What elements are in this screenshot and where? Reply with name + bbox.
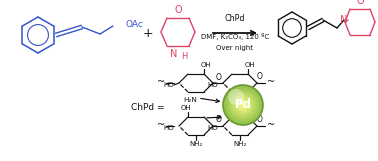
Text: ChPd =: ChPd = — [131, 103, 165, 112]
Text: O: O — [257, 71, 263, 80]
Circle shape — [231, 93, 255, 117]
Circle shape — [228, 90, 258, 120]
Text: N: N — [340, 15, 348, 25]
Text: ~: ~ — [267, 120, 275, 130]
Text: ChPd: ChPd — [225, 14, 245, 23]
Text: HO: HO — [208, 82, 218, 88]
Text: OH: OH — [201, 62, 211, 68]
Text: ~: ~ — [157, 77, 165, 87]
Text: +: + — [143, 27, 153, 39]
Text: N: N — [170, 49, 178, 59]
Circle shape — [234, 96, 252, 114]
Text: Over night: Over night — [217, 45, 254, 51]
Circle shape — [223, 85, 263, 125]
Text: NH₂: NH₂ — [245, 97, 259, 103]
Circle shape — [236, 98, 250, 112]
Text: Pd: Pd — [234, 99, 251, 112]
Circle shape — [235, 97, 251, 113]
Text: OH: OH — [181, 105, 191, 111]
Circle shape — [225, 87, 261, 123]
Text: DMF, K₂CO₃, 120 ºC: DMF, K₂CO₃, 120 ºC — [201, 33, 269, 39]
Circle shape — [232, 94, 254, 116]
Circle shape — [241, 103, 245, 107]
Circle shape — [239, 101, 247, 109]
Text: OAc: OAc — [126, 19, 144, 28]
Text: O: O — [216, 115, 222, 124]
Circle shape — [229, 91, 257, 119]
Circle shape — [224, 86, 262, 124]
Text: ~: ~ — [157, 120, 165, 130]
Text: HO: HO — [164, 82, 174, 88]
Circle shape — [227, 89, 259, 121]
Text: NH₂: NH₂ — [189, 141, 203, 147]
Text: O: O — [356, 0, 364, 6]
Text: HO: HO — [164, 125, 174, 131]
Circle shape — [238, 100, 248, 110]
Circle shape — [242, 104, 244, 106]
Text: HO: HO — [208, 125, 218, 131]
Text: OH: OH — [245, 62, 255, 68]
Circle shape — [240, 102, 246, 108]
Text: OH: OH — [225, 105, 235, 111]
Text: NH₂: NH₂ — [233, 141, 247, 147]
Text: H₂N: H₂N — [183, 97, 197, 103]
Text: O: O — [174, 5, 182, 15]
Circle shape — [228, 89, 244, 105]
Text: O: O — [257, 114, 263, 123]
Text: H: H — [181, 52, 187, 61]
Circle shape — [237, 99, 249, 111]
Circle shape — [233, 95, 253, 115]
Text: O: O — [216, 72, 222, 81]
Circle shape — [226, 88, 260, 122]
Circle shape — [230, 92, 256, 118]
Text: ~: ~ — [267, 77, 275, 87]
